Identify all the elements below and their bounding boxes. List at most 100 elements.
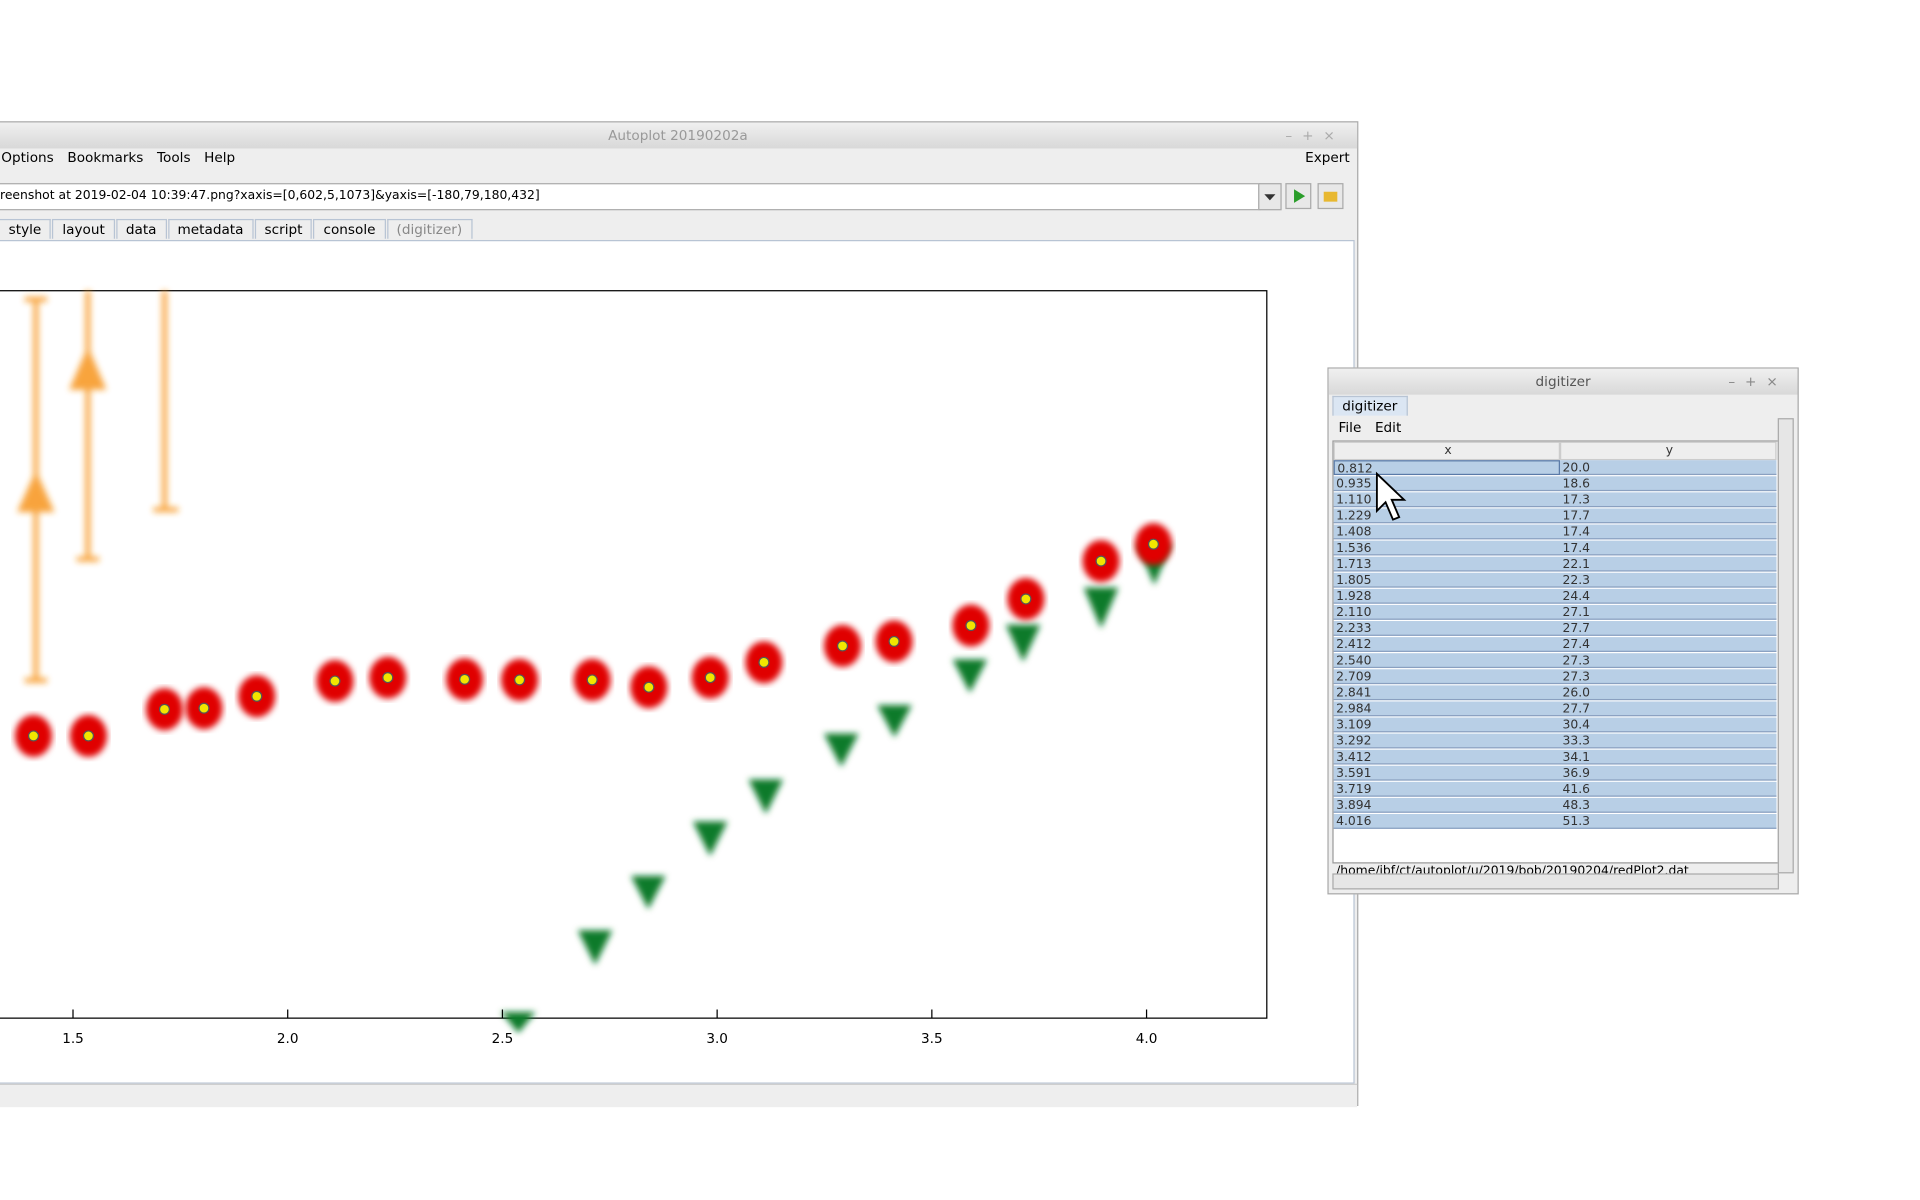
table-cell: 0.935 bbox=[1333, 476, 1560, 492]
window-controls[interactable]: –+× bbox=[1728, 373, 1788, 390]
table-row[interactable]: 3.109 30.4 bbox=[1333, 717, 1778, 734]
table-cell: 3.292 bbox=[1333, 733, 1560, 749]
table-cell: 1.408 bbox=[1333, 524, 1560, 540]
table-cell: 3.894 bbox=[1333, 797, 1560, 813]
table-row[interactable]: 3.894 48.3 bbox=[1333, 797, 1778, 814]
go-button[interactable] bbox=[1285, 183, 1312, 210]
digitized-point bbox=[836, 640, 849, 652]
table-cell: 27.3 bbox=[1559, 653, 1777, 669]
menu-item[interactable]: Bookmarks bbox=[67, 149, 144, 166]
tab[interactable]: (digitizer) bbox=[386, 218, 473, 239]
table-row[interactable]: 1.713 22.1 bbox=[1333, 556, 1778, 573]
table-cell: 2.984 bbox=[1333, 701, 1560, 717]
x-tick-label: 3.0 bbox=[706, 1031, 728, 1047]
expert-menu[interactable]: Expert bbox=[1305, 149, 1350, 166]
table-cell: 1.229 bbox=[1333, 508, 1560, 524]
table-cell: 3.109 bbox=[1333, 717, 1560, 733]
table-cell: 18.6 bbox=[1559, 476, 1777, 492]
table-row[interactable]: 2.709 27.3 bbox=[1333, 669, 1778, 685]
table-row[interactable]: 1.536 17.4 bbox=[1333, 540, 1778, 557]
digitized-point bbox=[586, 674, 598, 686]
tab[interactable]: script bbox=[254, 218, 313, 239]
digitized-point bbox=[704, 672, 716, 684]
table-cell: 48.3 bbox=[1559, 797, 1777, 813]
table-cell: 17.4 bbox=[1559, 524, 1777, 540]
table-row[interactable]: 1.928 24.4 bbox=[1333, 588, 1778, 605]
x-tick-label: 2.0 bbox=[277, 1031, 299, 1047]
table-cell: 3.719 bbox=[1333, 781, 1560, 797]
menu-item[interactable]: File bbox=[1338, 419, 1362, 436]
menu-bar: Options Bookmarks Tools Help bbox=[1, 150, 235, 166]
table-row[interactable]: 3.412 34.1 bbox=[1333, 749, 1778, 766]
table-cell: 36.9 bbox=[1559, 765, 1777, 781]
table-cell: 34.1 bbox=[1559, 749, 1777, 765]
table-row[interactable]: 2.540 27.3 bbox=[1333, 653, 1778, 669]
digitized-point bbox=[758, 656, 770, 668]
plot: 1.5 2.0 2.5 3.0 3.5 4.0 bbox=[0, 290, 1268, 1047]
table-cell: 1.805 bbox=[1333, 572, 1560, 588]
title-bar: digitizer –+× bbox=[1328, 368, 1798, 395]
digitized-point bbox=[965, 620, 977, 632]
table-row[interactable]: 2.110 27.1 bbox=[1333, 604, 1778, 621]
horizontal-scrollbar[interactable] bbox=[1332, 873, 1779, 890]
menu-item[interactable]: Options bbox=[1, 149, 54, 166]
tab[interactable]: data bbox=[115, 218, 167, 239]
tab[interactable]: console bbox=[313, 218, 386, 239]
table-cell: 1.713 bbox=[1333, 556, 1560, 572]
table-cell: 24.4 bbox=[1559, 588, 1777, 604]
column-header: x bbox=[1333, 441, 1560, 461]
table-row[interactable]: 2.984 27.7 bbox=[1333, 701, 1778, 717]
table-row[interactable]: 2.841 26.0 bbox=[1333, 685, 1778, 701]
image-errorbars bbox=[17, 290, 179, 683]
table-row[interactable]: 3.292 33.3 bbox=[1333, 733, 1778, 750]
menu-item[interactable]: Help bbox=[204, 149, 236, 166]
table-cell: 27.1 bbox=[1559, 604, 1777, 620]
table-row[interactable]: 0.812 20.0 bbox=[1333, 460, 1778, 476]
tab[interactable]: layout bbox=[52, 218, 115, 239]
open-button[interactable] bbox=[1317, 183, 1344, 210]
tab[interactable]: metadata bbox=[167, 218, 254, 239]
window-title: digitizer bbox=[1535, 373, 1591, 390]
digitizer-window: digitizer –+× digitizer File Edit x y 0.812… bbox=[1327, 367, 1799, 895]
table-cell: 2.233 bbox=[1333, 621, 1560, 636]
uri-field[interactable]: reenshot at 2019-02-04 10:39:47.png?xaxi… bbox=[0, 183, 1261, 211]
tab[interactable]: style bbox=[0, 218, 52, 239]
x-tick-label: 3.5 bbox=[921, 1031, 943, 1047]
table-cell: 2.412 bbox=[1333, 637, 1560, 652]
digitizer-tab[interactable]: digitizer bbox=[1332, 395, 1408, 416]
plot-frame bbox=[0, 290, 1268, 1019]
table-cell: 3.591 bbox=[1333, 765, 1560, 781]
digitized-point bbox=[82, 730, 95, 742]
table-row[interactable]: 1.408 17.4 bbox=[1333, 524, 1778, 541]
dropdown-button[interactable] bbox=[1258, 183, 1282, 211]
table-row[interactable]: 3.591 36.9 bbox=[1333, 765, 1778, 782]
x-tick-label: 1.5 bbox=[62, 1031, 84, 1047]
table-row[interactable]: 3.719 41.6 bbox=[1333, 781, 1778, 798]
digitized-point bbox=[27, 730, 40, 742]
status-bar bbox=[0, 1083, 1358, 1108]
table-cell: 30.4 bbox=[1559, 717, 1777, 733]
table-cell: 20.0 bbox=[1559, 460, 1777, 476]
x-tick-label: 4.0 bbox=[1136, 1031, 1158, 1047]
table-row[interactable]: 1.805 22.3 bbox=[1333, 572, 1778, 589]
window-controls[interactable]: –+× bbox=[1285, 127, 1345, 144]
digitized-point bbox=[643, 681, 655, 693]
table-cell: 27.3 bbox=[1559, 669, 1777, 685]
table-cell: 33.3 bbox=[1559, 733, 1777, 749]
table-row[interactable]: 4.016 51.3 bbox=[1333, 814, 1778, 830]
vertical-scrollbar[interactable] bbox=[1777, 418, 1794, 874]
table-cell: 27.7 bbox=[1559, 621, 1777, 636]
digitized-point bbox=[1147, 538, 1159, 550]
menu-item[interactable]: Edit bbox=[1374, 419, 1402, 436]
menu-item[interactable]: Tools bbox=[157, 149, 191, 166]
table-row[interactable]: 2.233 27.7 bbox=[1333, 621, 1778, 637]
table-cell: 2.709 bbox=[1333, 669, 1560, 685]
digitized-point bbox=[329, 675, 341, 687]
menu-bar: File Edit bbox=[1339, 419, 1402, 435]
digitized-point bbox=[198, 702, 210, 714]
table-row[interactable]: 2.412 27.4 bbox=[1333, 637, 1778, 653]
x-tick-label: 2.5 bbox=[492, 1031, 514, 1047]
